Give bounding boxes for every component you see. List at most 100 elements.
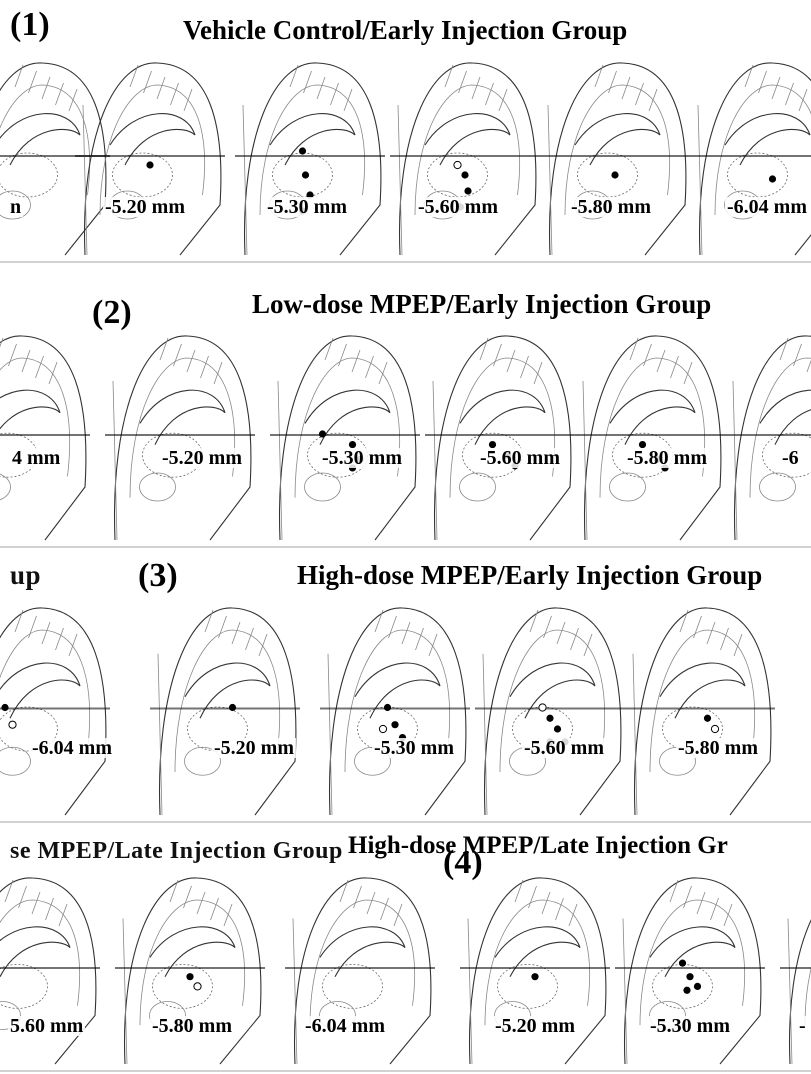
lesion-marker-filled [683, 986, 691, 994]
cortex-outline [243, 62, 382, 256]
subcortical-region [652, 964, 713, 1009]
layer-line [723, 903, 733, 927]
layer-line [380, 897, 389, 921]
midline [112, 380, 118, 541]
layer-line [183, 885, 192, 909]
panel-number: (1) [10, 6, 50, 43]
layer-line [213, 361, 223, 385]
nucleus-outline [609, 472, 646, 502]
layer-line [55, 82, 64, 106]
layer-line [401, 621, 411, 645]
brain-section-strip [0, 877, 811, 1072]
hippocampus-outline [0, 662, 81, 719]
scan-artifact [235, 155, 385, 157]
brain-section [105, 335, 255, 541]
brain-section [320, 607, 470, 816]
nucleus-outline [459, 472, 496, 502]
inner-cortex-outline [804, 967, 811, 1026]
brain-section-strip [0, 607, 811, 823]
lesion-marker-filled [546, 714, 554, 722]
depth-label: 4 mm [10, 447, 63, 469]
layer-line [303, 70, 312, 94]
layer-line [31, 891, 41, 915]
hippocampus-outline [319, 926, 406, 977]
brain-section [285, 877, 435, 1065]
cortex-outline [0, 335, 87, 541]
scan-artifact [475, 707, 625, 710]
inner-cortex-outline [0, 899, 80, 1006]
layer-line [200, 355, 209, 379]
inner-cortex-outline [499, 629, 605, 773]
midline [82, 104, 88, 256]
depth-label: -5.60 mm [522, 737, 606, 759]
nucleus-outline [0, 1001, 21, 1030]
lesion-marker-filled [383, 703, 392, 712]
layer-line [643, 343, 652, 367]
cortex-outline [398, 62, 537, 256]
brain-section [615, 877, 765, 1065]
layer-line [28, 615, 37, 639]
scan-artifact [690, 155, 811, 157]
brain-section [75, 62, 225, 256]
inner-cortex-outline [714, 84, 811, 216]
lesion-marker-open [8, 720, 17, 729]
cortex-outline [293, 877, 432, 1065]
layer-line [471, 76, 481, 100]
lesion-marker-open [710, 724, 720, 734]
brain-section [690, 62, 811, 256]
lesion-marker-filled [318, 430, 327, 438]
layer-line [18, 885, 27, 909]
layer-line [48, 361, 58, 385]
cortex-outline [633, 607, 772, 816]
layer-line [374, 609, 384, 633]
panel-title: Vehicle Control/Early Injection Group [183, 15, 628, 45]
layer-line [159, 337, 169, 361]
layer-line [710, 897, 719, 921]
depth-label: - [797, 1015, 808, 1037]
layer-line [648, 88, 658, 112]
brain-section [725, 335, 811, 541]
panel-title-prefix: se MPEP/Late Injection Group [10, 838, 343, 864]
midline [787, 918, 793, 1065]
lesion-marker-filled [146, 161, 154, 169]
depth-label: -6.04 mm [725, 196, 809, 218]
brain-section [235, 62, 385, 256]
layer-line [428, 633, 438, 657]
depth-label: -6.04 mm [30, 737, 114, 759]
depth-label: -6.04 mm [303, 1015, 387, 1037]
panel-title: Low-dose MPEP/Early Injection Group [252, 289, 712, 319]
scan-artifact [780, 967, 811, 969]
layer-line [498, 88, 508, 112]
nucleus-outline [759, 472, 796, 502]
scan-artifact [460, 967, 610, 969]
panel-number: (4) [443, 844, 483, 881]
brain-section [150, 607, 300, 816]
depth-label: -5.30 mm [320, 447, 404, 469]
layer-line [353, 885, 362, 909]
hippocampus-outline [494, 926, 581, 977]
brain-section [270, 335, 420, 541]
layer-line [21, 349, 31, 373]
brain-section [780, 918, 811, 1065]
layer-line [608, 70, 617, 94]
depth-label: -5.20 mm [212, 737, 296, 759]
brain-section-strip [0, 62, 811, 263]
hippocampus-outline [424, 113, 511, 166]
inner-cortex-outline [344, 629, 450, 773]
lesion-marker-filled [391, 721, 399, 729]
layer-line [186, 349, 196, 373]
layer-line [533, 361, 543, 385]
lesion-marker-filled [1, 703, 9, 712]
layer-line [204, 609, 214, 633]
scan-artifact [0, 967, 100, 969]
cortex-outline [83, 62, 222, 256]
layer-line [706, 621, 716, 645]
layer-line [41, 621, 51, 645]
layer-line [493, 343, 502, 367]
panel-3: up (3) High-dose MPEP/Early Injection Gr… [0, 555, 811, 825]
brain-section [390, 62, 540, 256]
cortex-outline [468, 877, 607, 1065]
layer-line [129, 64, 139, 88]
subcortical-region [727, 152, 788, 198]
hippocampus-outline [354, 662, 441, 719]
